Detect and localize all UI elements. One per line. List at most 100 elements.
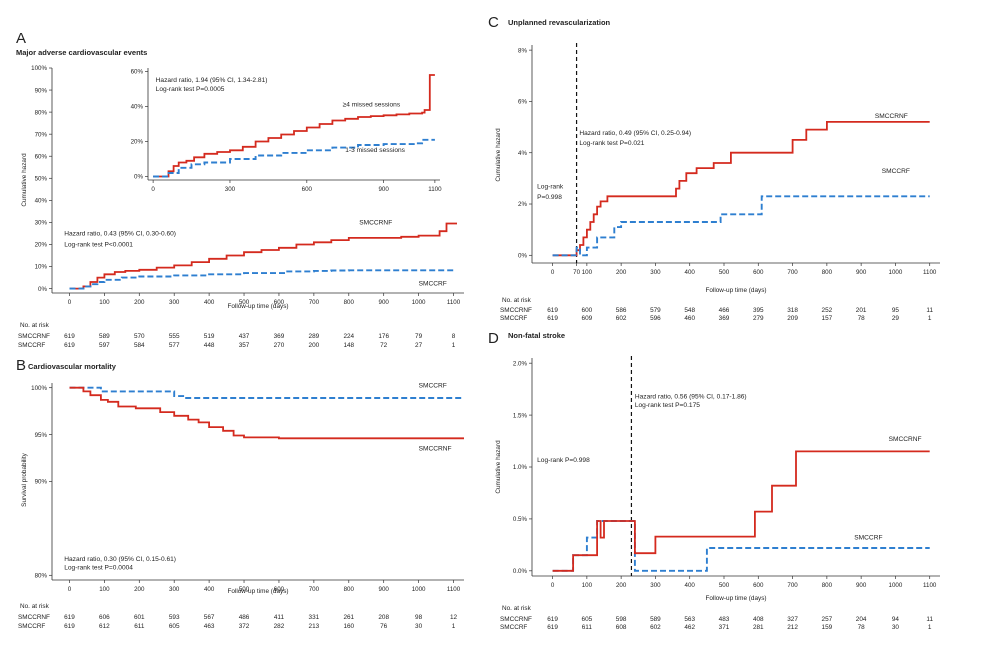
b-x-tick-label: 300 bbox=[169, 586, 180, 593]
d-annotation: Log-rank test P=0.175 bbox=[635, 402, 700, 409]
d-risk-table-header: No. at risk bbox=[502, 605, 532, 612]
a-risk-cell: 369 bbox=[274, 333, 285, 340]
c-risk-cell: 29 bbox=[892, 315, 900, 322]
c-risk-cell: 602 bbox=[616, 315, 627, 322]
a-x-tick-label: 400 bbox=[204, 299, 215, 306]
a-risk-cell: 589 bbox=[99, 333, 110, 340]
a-x-tick-label: 500 bbox=[239, 299, 250, 306]
a-risk-cell: 437 bbox=[239, 333, 250, 340]
a-risk-cell: 448 bbox=[204, 342, 215, 349]
b-x-tick-label: 1000 bbox=[412, 586, 426, 593]
b-annotation: SMCCRNF bbox=[419, 446, 452, 453]
a-risk-cell: 597 bbox=[99, 342, 110, 349]
a-annotation: SMCCRNF bbox=[359, 220, 392, 227]
c-risk-cell: 78 bbox=[858, 315, 866, 322]
a-inset-annotation: ≥4 missed sessions bbox=[343, 102, 401, 109]
a-y-tick-label: 50% bbox=[35, 175, 48, 182]
c-x-tick-label: 400 bbox=[685, 269, 696, 276]
d-y-tick-label: 1.0% bbox=[513, 464, 528, 471]
a-x-tick-label: 1000 bbox=[412, 299, 426, 306]
a-y-tick-label: 20% bbox=[35, 242, 48, 249]
d-risk-cell: 611 bbox=[582, 624, 593, 631]
c-x-tick-label: 500 bbox=[719, 269, 730, 276]
b-risk-cell: 601 bbox=[134, 614, 145, 621]
c-x-tick-label: 1100 bbox=[923, 269, 937, 276]
b-annotation: Hazard ratio, 0.30 (95% CI, 0.15-0.61) bbox=[64, 556, 176, 563]
b-series-smccrnf bbox=[69, 386, 464, 440]
b-risk-cell: 463 bbox=[204, 623, 215, 630]
a-y-tick-label: 0% bbox=[38, 286, 47, 293]
a-y-tick-label: 60% bbox=[35, 153, 48, 160]
a-risk-cell: 224 bbox=[343, 333, 354, 340]
d-x-tick-label: 1100 bbox=[923, 582, 937, 589]
b-risk-cell: 372 bbox=[239, 623, 250, 630]
c-risk-cell: 209 bbox=[787, 315, 798, 322]
b-annotation: Log-rank test P=0.0004 bbox=[64, 565, 133, 572]
b-risk-cell: 208 bbox=[378, 614, 389, 621]
c-y-tick-label: 6% bbox=[518, 99, 527, 106]
a-inset-y-tick-label: 20% bbox=[131, 139, 144, 146]
d-y-tick-label: 0.0% bbox=[513, 568, 528, 575]
c-annotation: Hazard ratio, 0.49 (95% CI, 0.25-0.94) bbox=[579, 130, 691, 137]
a-risk-cell: 8 bbox=[452, 333, 456, 340]
c-x-tick-label: 1000 bbox=[889, 269, 903, 276]
a-x-tick-label: 900 bbox=[379, 299, 390, 306]
a-inset-annotation: Hazard ratio, 1.94 (95% CI, 1.34-2.81) bbox=[156, 77, 268, 84]
d-risk-cell: 257 bbox=[822, 616, 833, 623]
c-y-axis-label: Cumulative hazard bbox=[495, 128, 502, 182]
c-risk-cell: 1 bbox=[928, 315, 932, 322]
a-risk-cell: 289 bbox=[309, 333, 320, 340]
d-risk-cell: 619 bbox=[547, 624, 558, 631]
d-risk-cell: 94 bbox=[892, 616, 900, 623]
c-risk-row-name: SMCCRF bbox=[500, 315, 527, 322]
a-inset-y-tick-label: 60% bbox=[131, 69, 144, 76]
b-series-smccrf bbox=[69, 386, 464, 399]
c-x-tick-label: 700 bbox=[787, 269, 798, 276]
c-risk-cell: 596 bbox=[650, 315, 661, 322]
a-x-axis-label: Follow-up time (days) bbox=[227, 303, 288, 310]
c-risk-cell: 279 bbox=[753, 315, 764, 322]
b-x-tick-label: 1100 bbox=[447, 586, 461, 593]
b-risk-cell: 282 bbox=[274, 623, 285, 630]
c-x-axis-label: Follow-up time (days) bbox=[705, 287, 766, 294]
c-risk-cell: 619 bbox=[547, 307, 558, 314]
b-risk-cell: 261 bbox=[343, 614, 354, 621]
b-x-tick-label: 500 bbox=[239, 586, 250, 593]
b-risk-cell: 567 bbox=[204, 614, 215, 621]
d-x-tick-label: 200 bbox=[616, 582, 627, 589]
a-x-tick-label: 300 bbox=[169, 299, 180, 306]
c-annotation: Log-rank test P=0.021 bbox=[579, 140, 644, 147]
d-risk-cell: 281 bbox=[753, 624, 764, 631]
c-risk-cell: 318 bbox=[787, 307, 798, 314]
d-y-tick-label: 0.5% bbox=[513, 516, 528, 523]
panel-label-a: A bbox=[16, 30, 26, 47]
d-risk-cell: 327 bbox=[787, 616, 798, 623]
d-risk-cell: 78 bbox=[858, 624, 866, 631]
b-risk-cell: 411 bbox=[274, 614, 285, 621]
d-risk-cell: 598 bbox=[616, 616, 627, 623]
d-x-tick-label: 1000 bbox=[889, 582, 903, 589]
c-risk-cell: 369 bbox=[719, 315, 730, 322]
d-risk-row-name: SMCCRF bbox=[500, 624, 527, 631]
c-series-smccrf bbox=[552, 195, 930, 257]
a-risk-cell: 148 bbox=[343, 342, 354, 349]
b-risk-cell: 486 bbox=[239, 614, 250, 621]
c-x-tick-label: 800 bbox=[822, 269, 833, 276]
c-risk-table-header: No. at risk bbox=[502, 297, 532, 304]
d-risk-cell: 11 bbox=[926, 616, 933, 623]
b-x-tick-label: 800 bbox=[344, 586, 355, 593]
c-risk-cell: 95 bbox=[892, 307, 900, 314]
a-risk-cell: 79 bbox=[415, 333, 423, 340]
a-inset-x-tick-label: 300 bbox=[225, 186, 236, 193]
a-series-smccrf bbox=[69, 269, 454, 290]
a-risk-cell: 72 bbox=[380, 342, 388, 349]
c-x-tick-label: 0 bbox=[551, 269, 555, 276]
a-y-tick-label: 30% bbox=[35, 220, 48, 227]
c-risk-cell: 579 bbox=[650, 307, 661, 314]
d-y-axis-label: Cumulative hazard bbox=[495, 440, 502, 494]
c-risk-cell: 466 bbox=[719, 307, 730, 314]
b-x-tick-label: 900 bbox=[379, 586, 390, 593]
a-risk-cell: 200 bbox=[309, 342, 320, 349]
b-risk-cell: 30 bbox=[415, 623, 423, 630]
